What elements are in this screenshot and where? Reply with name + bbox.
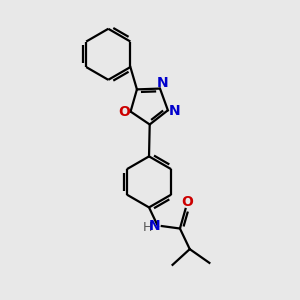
Text: O: O — [118, 105, 130, 118]
Text: O: O — [182, 195, 193, 209]
Text: N: N — [149, 219, 161, 232]
Text: N: N — [157, 76, 168, 90]
Text: N: N — [169, 104, 181, 118]
Text: H: H — [142, 221, 152, 234]
